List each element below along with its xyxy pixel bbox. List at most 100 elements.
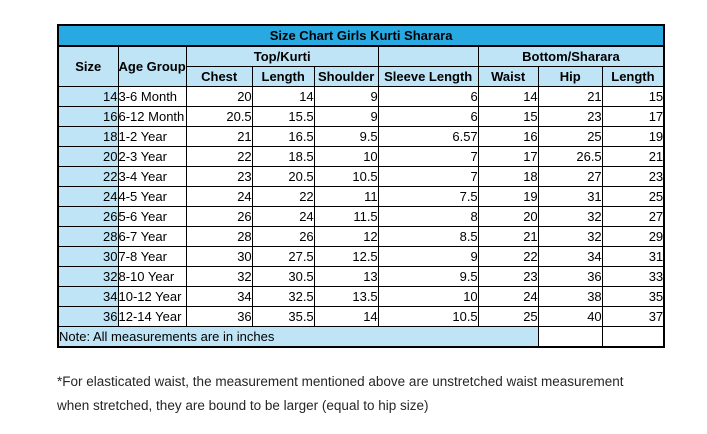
table-row: 20 2-3 Year 22 18.5 10 7 17 26.5 21 [57, 146, 665, 167]
measurement-cell: 12.5 [313, 246, 379, 267]
measurement-cell: 18.5 [251, 146, 315, 167]
header-top-length: Length [251, 66, 315, 87]
measurement-cell: 22 [185, 146, 253, 167]
measurement-cell: 8 [377, 206, 479, 227]
measurement-cell: 15 [477, 106, 539, 127]
note-row: Note: All measurements are in inches [57, 326, 665, 348]
measurement-cell: 18 [477, 166, 539, 187]
note-empty-cell [537, 326, 603, 348]
chart-title: Size Chart Girls Kurti Sharara [57, 24, 665, 47]
measurement-cell: 25 [477, 306, 539, 327]
table-row: 36 12-14 Year 36 35.5 14 10.5 25 40 37 [57, 306, 665, 327]
table-row: 34 10-12 Year 34 32.5 13.5 10 24 38 35 [57, 286, 665, 307]
measurement-cell: 24 [477, 286, 539, 307]
measurement-cell: 33 [601, 266, 665, 287]
note-text: Note: All measurements are in inches [57, 326, 539, 348]
measurement-cell: 32 [537, 206, 603, 227]
age-group-cell: 4-5 Year [117, 186, 187, 207]
measurement-cell: 32.5 [251, 286, 315, 307]
size-cell: 20 [57, 146, 119, 167]
measurement-cell: 9.5 [377, 266, 479, 287]
measurement-cell: 21 [477, 226, 539, 247]
measurement-cell: 19 [477, 186, 539, 207]
measurement-cell: 26 [251, 226, 315, 247]
header-hip: Hip [537, 66, 603, 87]
measurement-cell: 17 [601, 106, 665, 127]
measurement-cell: 27 [601, 206, 665, 227]
measurement-cell: 20.5 [185, 106, 253, 127]
measurement-cell: 14 [313, 306, 379, 327]
note-empty-cell [601, 326, 665, 348]
table-row: 28 6-7 Year 28 26 12 8.5 21 32 29 [57, 226, 665, 247]
measurement-cell: 24 [185, 186, 253, 207]
measurement-cell: 7 [377, 166, 479, 187]
header-row-measures: Chest Length Shoulder Sleeve Length Wais… [58, 66, 665, 87]
measurement-cell: 9 [313, 106, 379, 127]
measurement-cell: 13 [313, 266, 379, 287]
age-group-cell: 10-12 Year [117, 286, 187, 307]
measurement-cell: 29 [601, 226, 665, 247]
measurement-cell: 10.5 [313, 166, 379, 187]
measurement-cell: 9.5 [313, 126, 379, 147]
age-group-cell: 6-12 Month [117, 106, 187, 127]
measurement-cell: 14 [477, 86, 539, 107]
header-bottom-sharara: Bottom/Sharara [477, 45, 665, 67]
measurement-cell: 23 [477, 266, 539, 287]
measurement-cell: 22 [477, 246, 539, 267]
footnote: *For elasticated waist, the measurement … [57, 370, 657, 418]
table-row: 26 5-6 Year 26 24 11.5 8 20 32 27 [57, 206, 665, 227]
measurement-cell: 6 [377, 106, 479, 127]
header-waist: Waist [477, 66, 539, 87]
measurement-cell: 19 [601, 126, 665, 147]
measurement-cell: 24 [251, 206, 315, 227]
table-row: 24 4-5 Year 24 22 11 7.5 19 31 25 [57, 186, 665, 207]
measurement-cell: 20 [185, 86, 253, 107]
measurement-cell: 34 [537, 246, 603, 267]
measurement-cell: 7.5 [377, 186, 479, 207]
measurement-cell: 10 [377, 286, 479, 307]
measurement-cell: 15 [601, 86, 665, 107]
size-cell: 30 [57, 246, 119, 267]
measurement-cell: 8.5 [377, 226, 479, 247]
measurement-cell: 23 [537, 106, 603, 127]
measurement-cell: 23 [185, 166, 253, 187]
size-cell: 16 [57, 106, 119, 127]
size-cell: 34 [57, 286, 119, 307]
age-group-cell: 8-10 Year [117, 266, 187, 287]
header-top-kurti: Top/Kurti [185, 45, 379, 67]
size-chart-container: Size Chart Girls Kurti Sharara Size Age … [57, 24, 666, 348]
header-size: Size [57, 45, 119, 87]
measurement-cell: 30.5 [251, 266, 315, 287]
measurement-cell: 32 [537, 226, 603, 247]
measurement-cell: 13.5 [313, 286, 379, 307]
measurement-cell: 26.5 [537, 146, 603, 167]
measurement-cell: 12 [313, 226, 379, 247]
measurement-cell: 31 [537, 186, 603, 207]
header-age-group: Age Group [117, 45, 187, 87]
header-sleeve-length: Sleeve Length [377, 66, 479, 87]
age-group-cell: 3-6 Month [117, 86, 187, 107]
measurement-cell: 6.57 [377, 126, 479, 147]
header-bottom-length: Length [601, 66, 665, 87]
measurement-cell: 28 [185, 226, 253, 247]
header-row-groups: Size Age Group Top/Kurti Bottom/Sharara [57, 45, 665, 87]
measurement-cell: 15.5 [251, 106, 315, 127]
measurement-cell: 9 [313, 86, 379, 107]
age-group-cell: 2-3 Year [117, 146, 187, 167]
size-cell: 18 [57, 126, 119, 147]
title-row: Size Chart Girls Kurti Sharara [57, 24, 665, 47]
header-shoulder: Shoulder [313, 66, 379, 87]
measurement-cell: 27 [537, 166, 603, 187]
measurement-cell: 11.5 [313, 206, 379, 227]
measurement-cell: 22 [251, 186, 315, 207]
measurement-cell: 35.5 [251, 306, 315, 327]
measurement-cell: 9 [377, 246, 479, 267]
measurement-cell: 37 [601, 306, 665, 327]
measurement-cell: 30 [185, 246, 253, 267]
size-cell: 22 [57, 166, 119, 187]
header-chest: Chest [185, 66, 253, 87]
measurement-cell: 36 [537, 266, 603, 287]
age-group-cell: 6-7 Year [117, 226, 187, 247]
table-row: 18 1-2 Year 21 16.5 9.5 6.57 16 25 19 [57, 126, 665, 147]
size-cell: 14 [57, 86, 119, 107]
